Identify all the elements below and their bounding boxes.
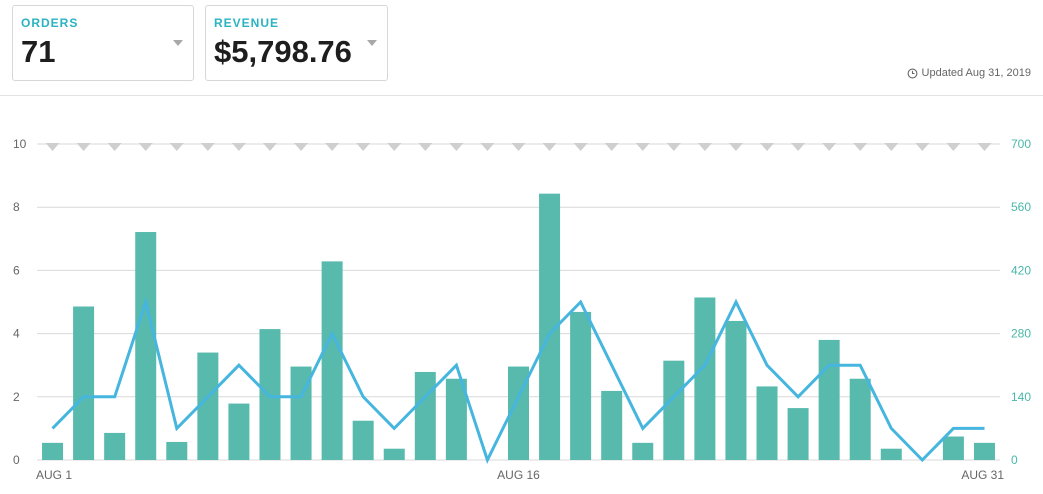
revenue-bar[interactable] (104, 432, 126, 460)
revenue-card[interactable]: REVENUE $5,798.76 (205, 5, 388, 81)
y-right-tick-label: 700 (1011, 137, 1031, 151)
axis-labels: 0 2 4 6 8 10 0 140 280 420 560 700 AUG 1 AUG 16 AUG 31 (13, 137, 1031, 482)
revenue-bar[interactable] (228, 403, 250, 460)
day-marker-icon[interactable] (107, 143, 122, 151)
revenue-bar[interactable] (694, 297, 716, 460)
revenue-bar[interactable] (880, 448, 902, 460)
y-right-tick-label: 280 (1011, 327, 1031, 341)
header-divider (0, 95, 1043, 96)
day-marker-icon[interactable] (200, 143, 215, 151)
day-marker-icon[interactable] (76, 143, 91, 151)
revenue-bar[interactable] (539, 193, 561, 460)
x-tick-label: AUG 1 (36, 468, 72, 482)
revenue-bar[interactable] (445, 378, 467, 460)
day-marker-icon[interactable] (231, 143, 246, 151)
updated-text: Updated Aug 31, 2019 (921, 67, 1031, 79)
y-right-tick-label: 0 (1011, 453, 1018, 467)
revenue-bar[interactable] (849, 378, 871, 460)
y-left-tick-label: 2 (13, 390, 20, 404)
revenue-bar[interactable] (197, 352, 219, 460)
day-marker-icon[interactable] (325, 143, 340, 151)
day-marker-icon[interactable] (573, 143, 588, 151)
day-marker-icon[interactable] (977, 143, 992, 151)
day-marker-icon[interactable] (262, 143, 277, 151)
revenue-bar[interactable] (508, 366, 529, 460)
revenue-bar[interactable] (818, 339, 840, 460)
revenue-bar[interactable] (42, 442, 64, 460)
revenue-bar[interactable] (942, 436, 964, 460)
day-marker-icon[interactable] (666, 143, 681, 151)
revenue-bar[interactable] (383, 448, 405, 460)
y-right-tick-label: 140 (1011, 390, 1031, 404)
y-left-tick-label: 6 (13, 263, 20, 277)
y-right-tick-label: 560 (1011, 200, 1031, 214)
y-left-tick-label: 10 (13, 137, 27, 151)
x-tick-label: AUG 16 (497, 468, 540, 482)
day-marker-icon[interactable] (635, 143, 650, 151)
revenue-bar[interactable] (663, 360, 685, 460)
orders-value: 71 (21, 34, 56, 69)
orders-line (51, 296, 985, 464)
orders-card[interactable]: ORDERS 71 (12, 5, 194, 81)
revenue-value: $5,798.76 (214, 34, 352, 69)
updated-timestamp: Updated Aug 31, 2019 (907, 67, 1031, 79)
day-marker-icon[interactable] (915, 143, 930, 151)
revenue-bar[interactable] (787, 408, 809, 460)
day-marker-icon[interactable] (294, 143, 309, 151)
revenue-bar[interactable] (414, 371, 436, 460)
day-marker-icon[interactable] (822, 143, 837, 151)
revenue-bar[interactable] (570, 311, 592, 460)
day-markers (45, 143, 992, 151)
revenue-bar[interactable] (352, 420, 374, 460)
day-marker-icon[interactable] (946, 143, 961, 151)
revenue-bar[interactable] (601, 390, 623, 460)
day-marker-icon[interactable] (542, 143, 557, 151)
y-left-tick-label: 0 (13, 453, 20, 467)
revenue-bar[interactable] (166, 441, 188, 460)
day-marker-icon[interactable] (480, 143, 495, 151)
y-left-tick-label: 4 (13, 327, 20, 341)
revenue-bar[interactable] (135, 232, 157, 460)
revenue-dropdown-caret-icon[interactable] (367, 40, 377, 46)
revenue-bar[interactable] (290, 366, 312, 460)
day-marker-icon[interactable] (449, 143, 464, 151)
orders-dropdown-caret-icon[interactable] (173, 40, 183, 46)
day-marker-icon[interactable] (853, 143, 868, 151)
orders-line-path (51, 296, 985, 464)
day-marker-icon[interactable] (138, 143, 153, 151)
revenue-label: REVENUE (214, 16, 280, 30)
day-marker-icon[interactable] (387, 143, 402, 151)
revenue-bar[interactable] (725, 320, 747, 460)
day-marker-icon[interactable] (760, 143, 775, 151)
day-marker-icon[interactable] (356, 143, 371, 151)
revenue-bar[interactable] (73, 306, 95, 460)
revenue-bar[interactable] (259, 329, 281, 460)
day-marker-icon[interactable] (791, 143, 806, 151)
revenue-bar[interactable] (632, 442, 654, 460)
clock-icon (907, 68, 917, 78)
day-marker-icon[interactable] (418, 143, 433, 151)
day-marker-icon[interactable] (511, 143, 526, 151)
revenue-bar[interactable] (321, 261, 343, 460)
day-marker-icon[interactable] (728, 143, 743, 151)
day-marker-icon[interactable] (45, 143, 60, 151)
day-marker-icon[interactable] (604, 143, 619, 151)
revenue-bar[interactable] (973, 442, 995, 460)
x-tick-label: AUG 31 (961, 468, 1004, 482)
day-marker-icon[interactable] (697, 143, 712, 151)
y-left-tick-label: 8 (13, 200, 20, 214)
day-marker-icon[interactable] (884, 143, 899, 151)
y-right-tick-label: 420 (1011, 263, 1031, 277)
day-marker-icon[interactable] (169, 143, 184, 151)
orders-label: ORDERS (21, 16, 79, 30)
revenue-bar[interactable] (756, 386, 778, 460)
